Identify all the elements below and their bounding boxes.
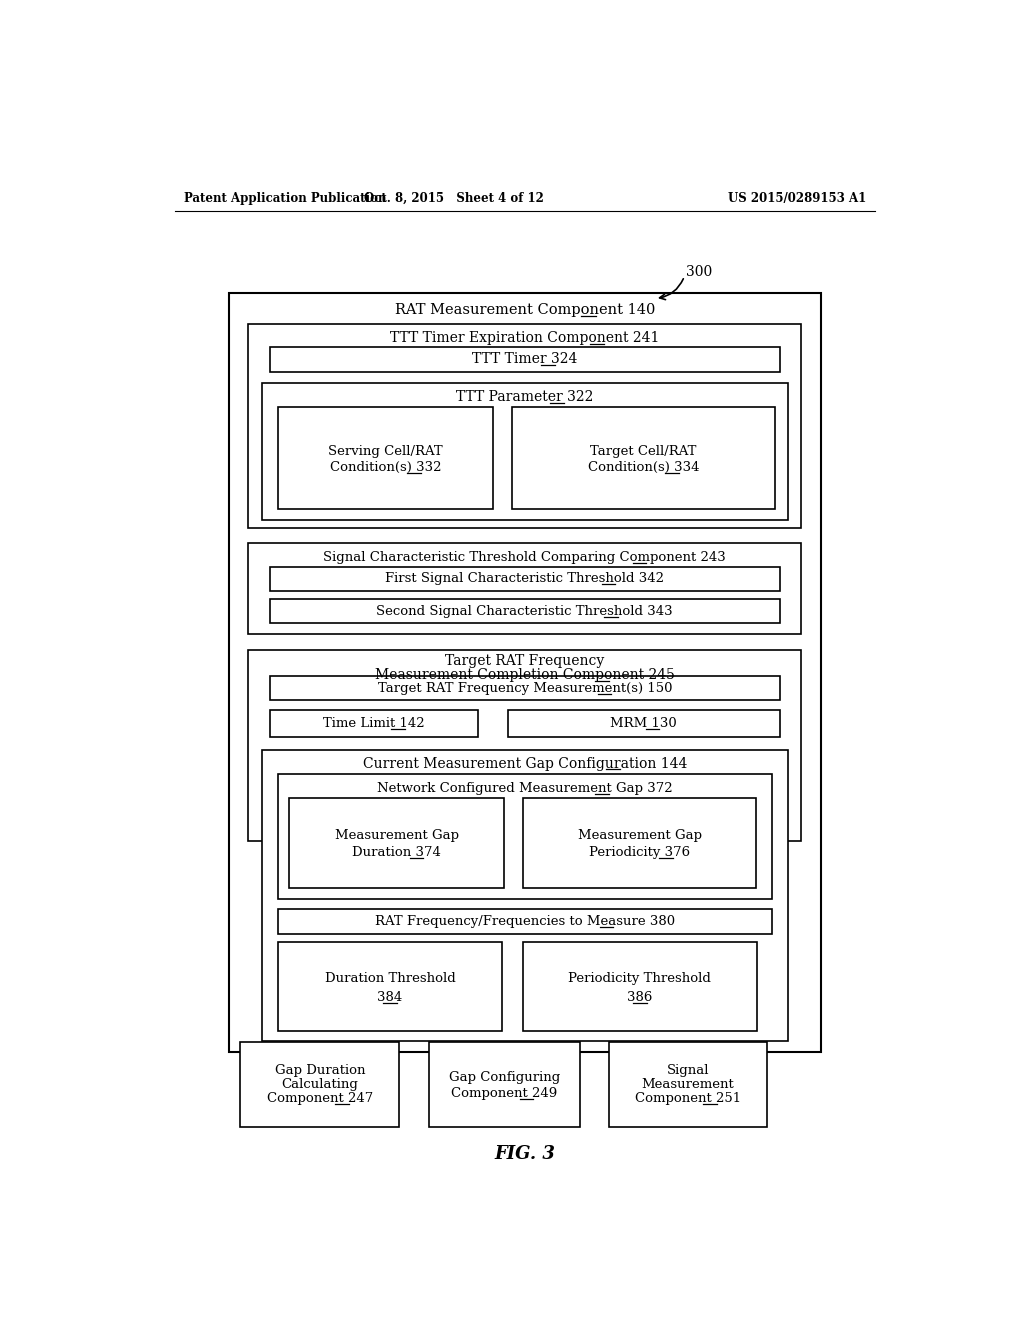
Bar [278, 942, 503, 1031]
Bar [289, 797, 504, 888]
Text: RAT Frequency/Frequencies to Measure 380: RAT Frequency/Frequencies to Measure 380 [375, 915, 675, 928]
Bar [248, 544, 802, 635]
Bar [508, 710, 779, 738]
Text: Component 249: Component 249 [452, 1086, 557, 1100]
Text: Periodicity Threshold: Periodicity Threshold [568, 973, 712, 985]
Text: Patent Application Publication: Patent Application Publication [183, 191, 386, 205]
Text: Duration 374: Duration 374 [352, 846, 441, 859]
Text: Network Configured Measurement Gap 372: Network Configured Measurement Gap 372 [377, 781, 673, 795]
Text: Duration Threshold: Duration Threshold [325, 973, 456, 985]
Text: Condition(s) 332: Condition(s) 332 [330, 461, 441, 474]
Bar [512, 407, 775, 508]
Text: Current Measurement Gap Configuration 144: Current Measurement Gap Configuration 14… [362, 756, 687, 771]
Text: First Signal Characteristic Threshold 342: First Signal Characteristic Threshold 34… [385, 573, 665, 585]
Text: Condition(s) 334: Condition(s) 334 [588, 461, 699, 474]
Text: Target RAT Frequency Measurement(s) 150: Target RAT Frequency Measurement(s) 150 [378, 681, 672, 694]
Bar [270, 676, 779, 701]
Bar [228, 293, 821, 1052]
Text: 300: 300 [686, 265, 713, 280]
Text: Signal: Signal [667, 1064, 710, 1077]
Text: TTT Timer Expiration Component 241: TTT Timer Expiration Component 241 [390, 331, 659, 345]
Text: Serving Cell/RAT: Serving Cell/RAT [328, 445, 442, 458]
Text: Gap Duration: Gap Duration [274, 1064, 366, 1077]
Text: Measurement Gap: Measurement Gap [578, 829, 701, 842]
Text: Target Cell/RAT: Target Cell/RAT [590, 445, 696, 458]
Text: 384: 384 [377, 991, 402, 1003]
Bar [270, 710, 477, 738]
Bar [278, 407, 493, 508]
Bar [270, 347, 779, 372]
Bar [262, 750, 787, 1040]
Bar [262, 383, 787, 520]
Bar [270, 566, 779, 591]
Text: Oct. 8, 2015   Sheet 4 of 12: Oct. 8, 2015 Sheet 4 of 12 [364, 191, 544, 205]
Text: Time Limit 142: Time Limit 142 [323, 717, 425, 730]
Text: Second Signal Characteristic Threshold 343: Second Signal Characteristic Threshold 3… [377, 605, 673, 618]
Bar [523, 797, 756, 888]
Text: US 2015/0289153 A1: US 2015/0289153 A1 [727, 191, 866, 205]
Text: Measurement Completion Component 245: Measurement Completion Component 245 [375, 668, 675, 682]
Text: Gap Configuring: Gap Configuring [449, 1072, 560, 1084]
Bar [248, 649, 802, 841]
Text: FIG. 3: FIG. 3 [495, 1144, 555, 1163]
Text: 386: 386 [627, 991, 652, 1003]
Text: TTT Timer 324: TTT Timer 324 [472, 352, 578, 367]
Text: Measurement: Measurement [642, 1078, 734, 1092]
Text: Calculating: Calculating [282, 1078, 358, 1092]
Bar [278, 775, 772, 899]
Text: RAT Measurement Component 140: RAT Measurement Component 140 [394, 304, 655, 317]
Bar [608, 1043, 767, 1127]
Bar [241, 1043, 399, 1127]
Text: TTT Parameter 322: TTT Parameter 322 [456, 391, 594, 404]
Bar [270, 599, 779, 623]
Text: Target RAT Frequency: Target RAT Frequency [445, 655, 604, 668]
Text: Measurement Gap: Measurement Gap [335, 829, 459, 842]
Bar [248, 323, 802, 528]
Text: Periodicity 376: Periodicity 376 [589, 846, 690, 859]
Bar [523, 942, 757, 1031]
Bar [429, 1043, 580, 1127]
Text: Signal Characteristic Threshold Comparing Component 243: Signal Characteristic Threshold Comparin… [324, 550, 726, 564]
Bar [278, 909, 772, 933]
Text: Component 251: Component 251 [635, 1092, 741, 1105]
Text: MRM 130: MRM 130 [610, 717, 677, 730]
Text: Component 247: Component 247 [266, 1092, 373, 1105]
